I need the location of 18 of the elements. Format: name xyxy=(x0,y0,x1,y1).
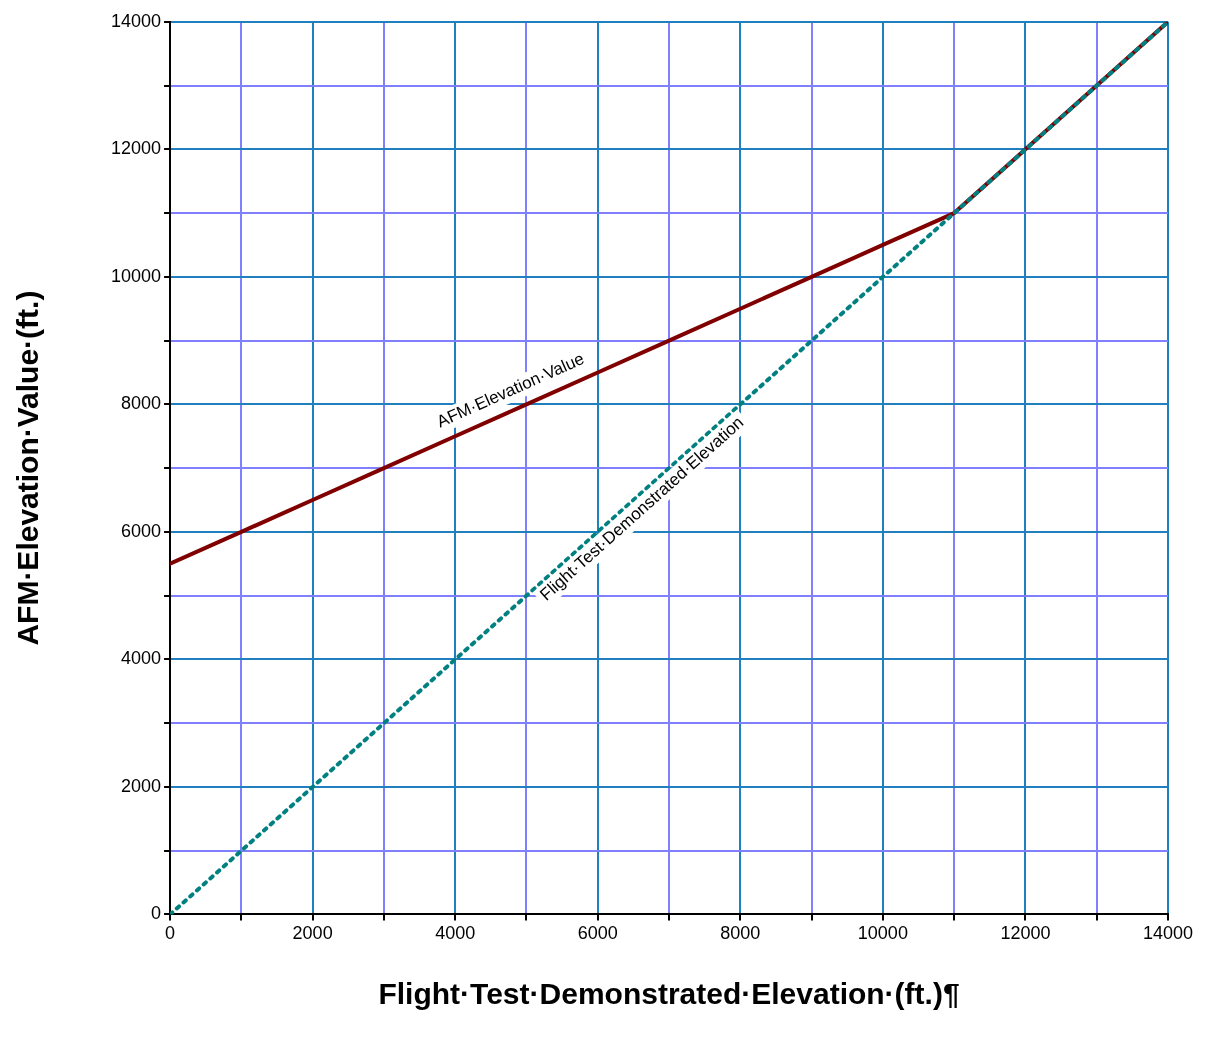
y-tick-label: 8000 xyxy=(121,393,162,414)
y-tick-label: 0 xyxy=(151,903,162,924)
y-tick-label: 10000 xyxy=(110,265,162,286)
x-tick-label: 14000 xyxy=(1142,923,1194,944)
x-tick-label: 0 xyxy=(165,923,176,944)
x-tick-label: 2000 xyxy=(292,923,333,944)
x-axis-title: Flight·Test·Demonstrated·Elevation·(ft.)¶ xyxy=(378,977,960,1011)
y-tick-label: 4000 xyxy=(121,648,162,669)
x-tick-label: 6000 xyxy=(577,923,618,944)
y-tick-label: 2000 xyxy=(121,775,162,796)
x-tick-label: 8000 xyxy=(720,923,761,944)
x-tick-label: 4000 xyxy=(435,923,476,944)
y-tick-label: 14000 xyxy=(110,10,162,31)
y-axis-title: AFM·Elevation·Value·(ft.) xyxy=(11,290,45,646)
x-tick-label: 10000 xyxy=(857,923,908,944)
y-tick-label: 6000 xyxy=(121,520,162,541)
y-tick-label: 12000 xyxy=(110,138,162,159)
x-tick-label: 12000 xyxy=(1000,923,1051,944)
